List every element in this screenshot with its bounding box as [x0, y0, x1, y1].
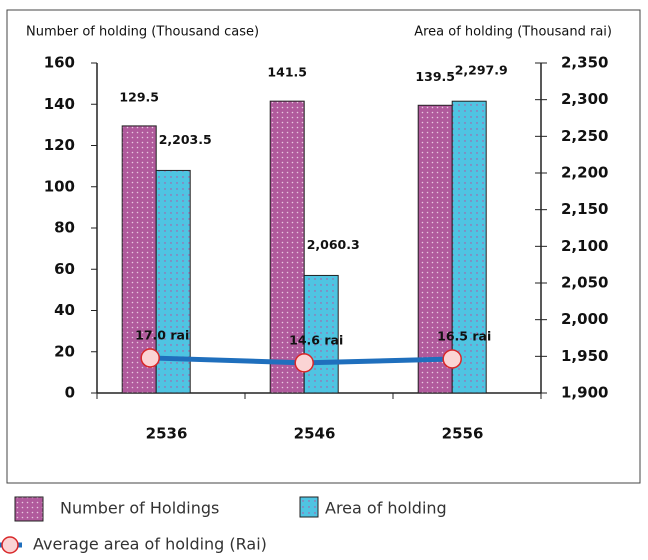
y2-axis-title: Area of holding (Thousand rai) — [414, 25, 612, 40]
y-tick-label: 160 — [44, 54, 75, 72]
y-tick-label: 60 — [54, 260, 75, 278]
y-tick-label: 80 — [54, 219, 75, 237]
x-tick-label: 2536 — [146, 425, 188, 443]
marker — [442, 349, 462, 369]
value-label: 141.5 — [267, 65, 307, 80]
bar — [303, 274, 339, 394]
y2-tick-label: 2,350 — [561, 54, 608, 72]
legend-marker — [1, 536, 19, 554]
y-tick-label: 120 — [44, 136, 75, 154]
y-tick-label: 0 — [65, 384, 75, 402]
y2-tick-label: 2,050 — [561, 274, 608, 292]
value-label: 16.5 rai — [437, 328, 491, 343]
marker — [294, 353, 314, 373]
y2-tick-label: 1,950 — [561, 347, 608, 365]
y-axis-title: Number of holding (Thousand case) — [26, 25, 259, 40]
bar — [451, 100, 487, 394]
frame — [6, 9, 641, 484]
legend-label: Number of Holdings — [60, 499, 219, 518]
bar — [417, 104, 453, 394]
value-label: 139.5 — [415, 69, 455, 84]
value-label: 17.0 rai — [135, 327, 189, 342]
y2-tick-label: 2,100 — [561, 237, 608, 255]
bar — [269, 100, 305, 394]
y2-tick-label: 2,250 — [561, 127, 608, 145]
value-label: 14.6 rai — [289, 332, 343, 347]
legend-swatch — [14, 496, 44, 522]
y2-tick-label: 1,900 — [561, 384, 608, 402]
value-label: 2,060.3 — [307, 237, 360, 252]
y-tick-label: 40 — [54, 301, 75, 319]
legend-label: Average area of holding (Rai) — [33, 535, 267, 554]
x-tick-label: 2546 — [294, 425, 336, 443]
value-label: 129.5 — [119, 89, 159, 104]
y-tick-label: 100 — [44, 177, 75, 195]
y2-tick-label: 2,150 — [561, 200, 608, 218]
y-tick-label: 140 — [44, 95, 75, 113]
y-tick-label: 20 — [54, 342, 75, 360]
y2-tick-label: 2,000 — [561, 310, 608, 328]
legend-swatch — [299, 496, 319, 518]
x-tick-label: 2556 — [442, 425, 484, 443]
marker — [140, 348, 160, 368]
legend-label: Area of holding — [325, 499, 447, 518]
value-label: 2,297.9 — [455, 63, 508, 78]
value-label: 2,203.5 — [159, 132, 212, 147]
y2-tick-label: 2,300 — [561, 90, 608, 108]
y2-tick-label: 2,200 — [561, 164, 608, 182]
